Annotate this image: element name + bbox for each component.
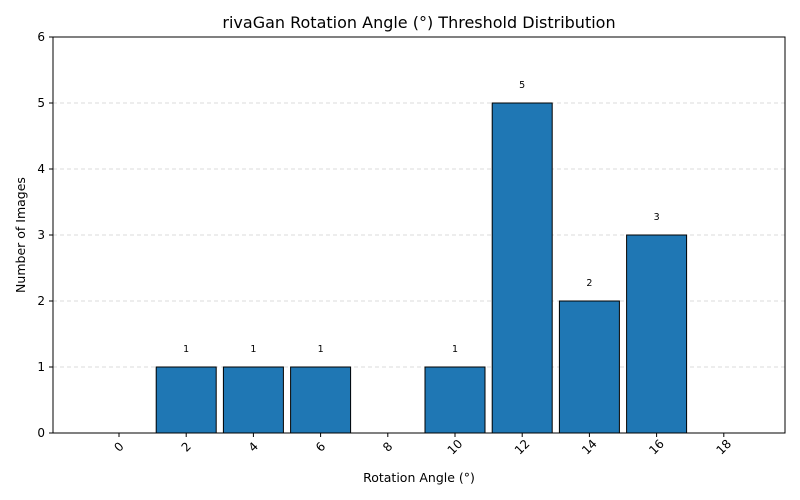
y-tick-label: 4 [37,162,45,176]
x-tick-label: 10 [445,437,466,458]
x-tick-label: 6 [313,439,328,454]
bar-10 [424,366,486,434]
x-tick-label: 8 [380,439,395,454]
bar-14 [558,300,620,434]
y-axis: 0 1 2 3 4 5 6 [37,30,53,440]
data-label-2: 1 [183,344,189,355]
bars-layer [155,102,688,434]
data-label-16: 3 [654,212,660,223]
x-axis: 0 2 4 6 8 10 12 14 16 18 [111,433,734,457]
x-axis-label: Rotation Angle (°) [363,470,475,485]
y-tick-label: 2 [37,294,45,308]
y-tick-label: 3 [37,228,45,242]
data-label-12: 5 [519,80,525,91]
x-tick-label: 2 [179,439,194,454]
y-tick-label: 0 [37,426,45,440]
bar-6 [290,366,352,434]
data-labels-layer: 1 1 1 1 5 2 3 [183,80,659,355]
x-tick-label: 0 [111,439,126,454]
y-tick-label: 6 [37,30,45,44]
bar-12 [491,102,553,434]
bar-2 [155,366,217,434]
x-tick-label: 18 [713,437,734,458]
data-label-10: 1 [452,344,458,355]
x-tick-label: 12 [512,437,533,458]
y-tick-label: 5 [37,96,45,110]
x-tick-label: 14 [579,437,600,458]
bar-16 [626,234,688,434]
x-tick-label: 4 [246,439,261,454]
y-tick-label: 1 [37,360,45,374]
y-axis-label: Number of Images [13,177,28,293]
chart-title: rivaGan Rotation Angle (°) Threshold Dis… [222,13,615,32]
x-tick-label: 16 [646,437,667,458]
data-label-6: 1 [318,344,324,355]
data-label-4: 1 [250,344,256,355]
data-label-14: 2 [586,278,592,289]
bar-4 [222,366,284,434]
